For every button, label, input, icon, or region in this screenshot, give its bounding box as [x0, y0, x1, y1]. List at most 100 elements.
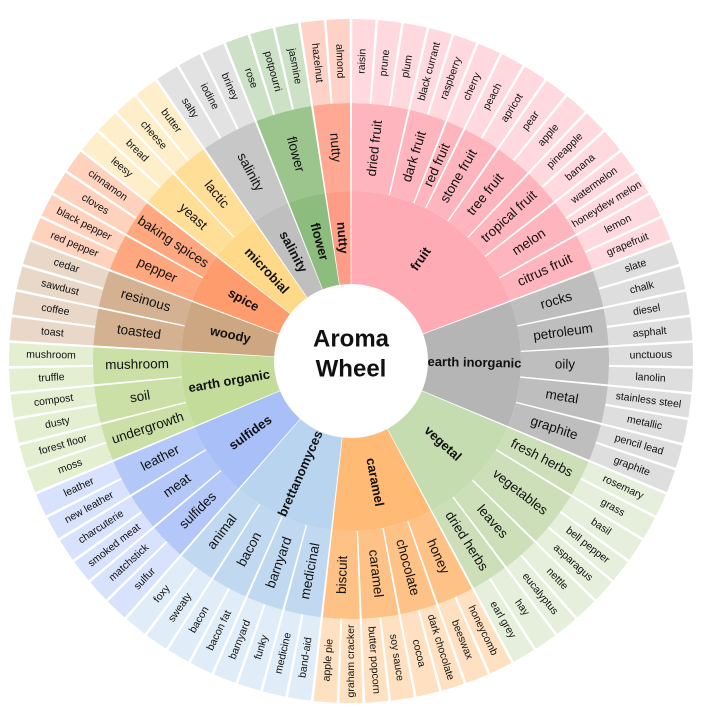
aroma-wedge-jasmine — [275, 23, 312, 110]
category-wedge-vegetal — [387, 391, 508, 511]
subcategory-wedge-vegetables — [472, 450, 571, 541]
subcategory-wedge-caramel — [358, 528, 399, 619]
aroma-wedge-graham-cracker — [339, 618, 363, 703]
aroma-wedge-apple-pie — [313, 617, 341, 703]
subcategory-wedge-soil — [94, 377, 186, 423]
subcategory-wedge-rocks — [510, 271, 604, 326]
subcategory-wedge-mushroom — [92, 347, 182, 385]
aroma-wedge-cinnamon — [66, 151, 147, 218]
aroma-wedge-butter — [136, 80, 204, 160]
subcategory-wedge-salinity — [204, 121, 288, 221]
aroma-wedge-slate — [592, 241, 679, 288]
aroma-wedge-coffee — [12, 291, 99, 326]
category-wedge-salinity — [254, 203, 323, 298]
aroma-wedge-iodine — [179, 54, 237, 138]
subcategory-wedge-tree-fruit — [448, 149, 528, 237]
aroma-label-mushroom: mushroom — [26, 349, 76, 362]
subcategory-wedge-medicinal — [284, 525, 332, 618]
aroma-wedge-truffle — [9, 366, 95, 392]
subcategory-wedge-bacon — [213, 504, 282, 597]
aroma-wedge-lanolin — [607, 366, 693, 392]
category-label-nutty: nutty — [334, 221, 351, 255]
aroma-label-butter-popcorn: butter popcorn — [365, 626, 382, 695]
aroma-label-chalk: chalk — [629, 279, 656, 297]
aroma-wedge-hazelnut — [300, 20, 331, 106]
aroma-wedge-butter-popcorn — [361, 617, 389, 703]
aroma-wedge-basil — [560, 496, 643, 560]
aroma-wedge-hay — [490, 568, 556, 649]
aroma-wedge-raisin — [352, 19, 376, 104]
subcategory-wedge-fresh-herbs — [496, 427, 589, 495]
aroma-wedge-red-pepper — [31, 218, 117, 270]
subcategory-wedge-biscuit — [322, 529, 360, 619]
aroma-label-toast: toast — [40, 325, 64, 339]
aroma-wedge-mushroom — [9, 342, 94, 367]
aroma-wedge-cloves — [53, 172, 136, 234]
category-wedge-brettanomyces — [239, 419, 342, 530]
aroma-wedge-grass — [571, 479, 655, 539]
subcategory-wedge-leather — [113, 427, 206, 495]
category-wedge-caramel — [332, 429, 431, 532]
aroma-wedge-leather — [36, 461, 121, 516]
category-wedge-spice — [192, 256, 291, 334]
aroma-wedge-leesy — [82, 131, 160, 202]
aroma-wedge-dark-chocolate — [419, 604, 464, 691]
category-wedge-nutty — [326, 191, 351, 285]
aroma-wedge-apricot — [482, 66, 545, 149]
aroma-wedge-beeswax — [438, 597, 489, 683]
subcategory-wedge-resinous — [98, 271, 192, 326]
aroma-wedge-bacon-fat — [190, 588, 246, 674]
aroma-label-truffle: truffle — [38, 371, 65, 384]
aroma-wedge-dusty — [14, 405, 101, 443]
subcategory-wedge-barnyard — [247, 516, 306, 610]
subcategory-label-oily: oily — [555, 356, 576, 371]
subcategory-wedge-meat — [131, 450, 221, 527]
aroma-wedge-salty — [157, 66, 220, 149]
aroma-wedge-sulfur — [107, 542, 181, 618]
aroma-wedge-pear — [498, 80, 566, 160]
wheel-rings — [9, 19, 693, 703]
aroma-wedge-bell-pepper — [548, 512, 628, 581]
chart-title-line-2: Wheel — [316, 355, 387, 382]
subcategory-wedge-petroleum — [517, 308, 609, 351]
aroma-label-lanolin: lanolin — [635, 371, 666, 385]
aroma-wedge-sweaty — [146, 568, 212, 649]
aroma-label-unctuous: unctuous — [630, 349, 673, 362]
subcategory-wedge-oily — [520, 347, 610, 385]
aroma-wedge-honeycomb — [456, 588, 512, 674]
subcategory-label-soil: soil — [129, 387, 152, 405]
subcategory-wedge-citrus-fruit — [499, 235, 593, 301]
aroma-wedge-bacon — [168, 579, 229, 662]
aroma-wedge-rose — [225, 34, 274, 121]
subcategory-wedge-yeast — [148, 174, 234, 256]
subcategory-wedge-dried-herbs — [431, 497, 505, 588]
aroma-wedge-cedar — [23, 241, 110, 288]
aroma-label-graham-cracker: graham cracker — [345, 624, 357, 697]
subcategory-wedge-red-fruit — [414, 121, 464, 208]
aroma-wedge-cheese — [117, 96, 188, 173]
category-wedge-microbial — [217, 221, 307, 314]
subcategory-wedge-tropical-fruit — [468, 174, 554, 256]
aroma-label-compost: compost — [33, 392, 74, 409]
subcategory-label-toasted: toasted — [116, 321, 162, 342]
aroma-wedge-asparagus — [535, 528, 612, 600]
aroma-wedge-funky — [238, 604, 283, 691]
subcategory-wedge-dried-fruit — [351, 103, 409, 196]
aroma-wedge-cherry — [447, 43, 500, 129]
center-hub — [275, 285, 427, 437]
aroma-wedge-grapefruit — [585, 218, 671, 270]
aroma-wedge-foxy — [126, 555, 196, 634]
subcategory-wedge-stone-fruit — [426, 129, 498, 221]
subcategory-wedge-undergrowth — [101, 403, 194, 460]
aroma-wedge-barnyard — [213, 597, 264, 683]
subcategory-wedge-flower — [256, 106, 325, 203]
subcategory-wedge-sulfides — [154, 471, 239, 555]
aroma-wedge-briney — [202, 43, 255, 129]
aroma-wedge-sawdust — [16, 266, 104, 307]
subcategory-wedge-melon — [485, 203, 576, 278]
subcategory-wedge-nutty — [313, 103, 351, 193]
category-wedge-fruit — [351, 191, 510, 334]
aroma-wedge-pineapple — [528, 113, 604, 187]
aroma-wedge-peach — [465, 54, 523, 138]
